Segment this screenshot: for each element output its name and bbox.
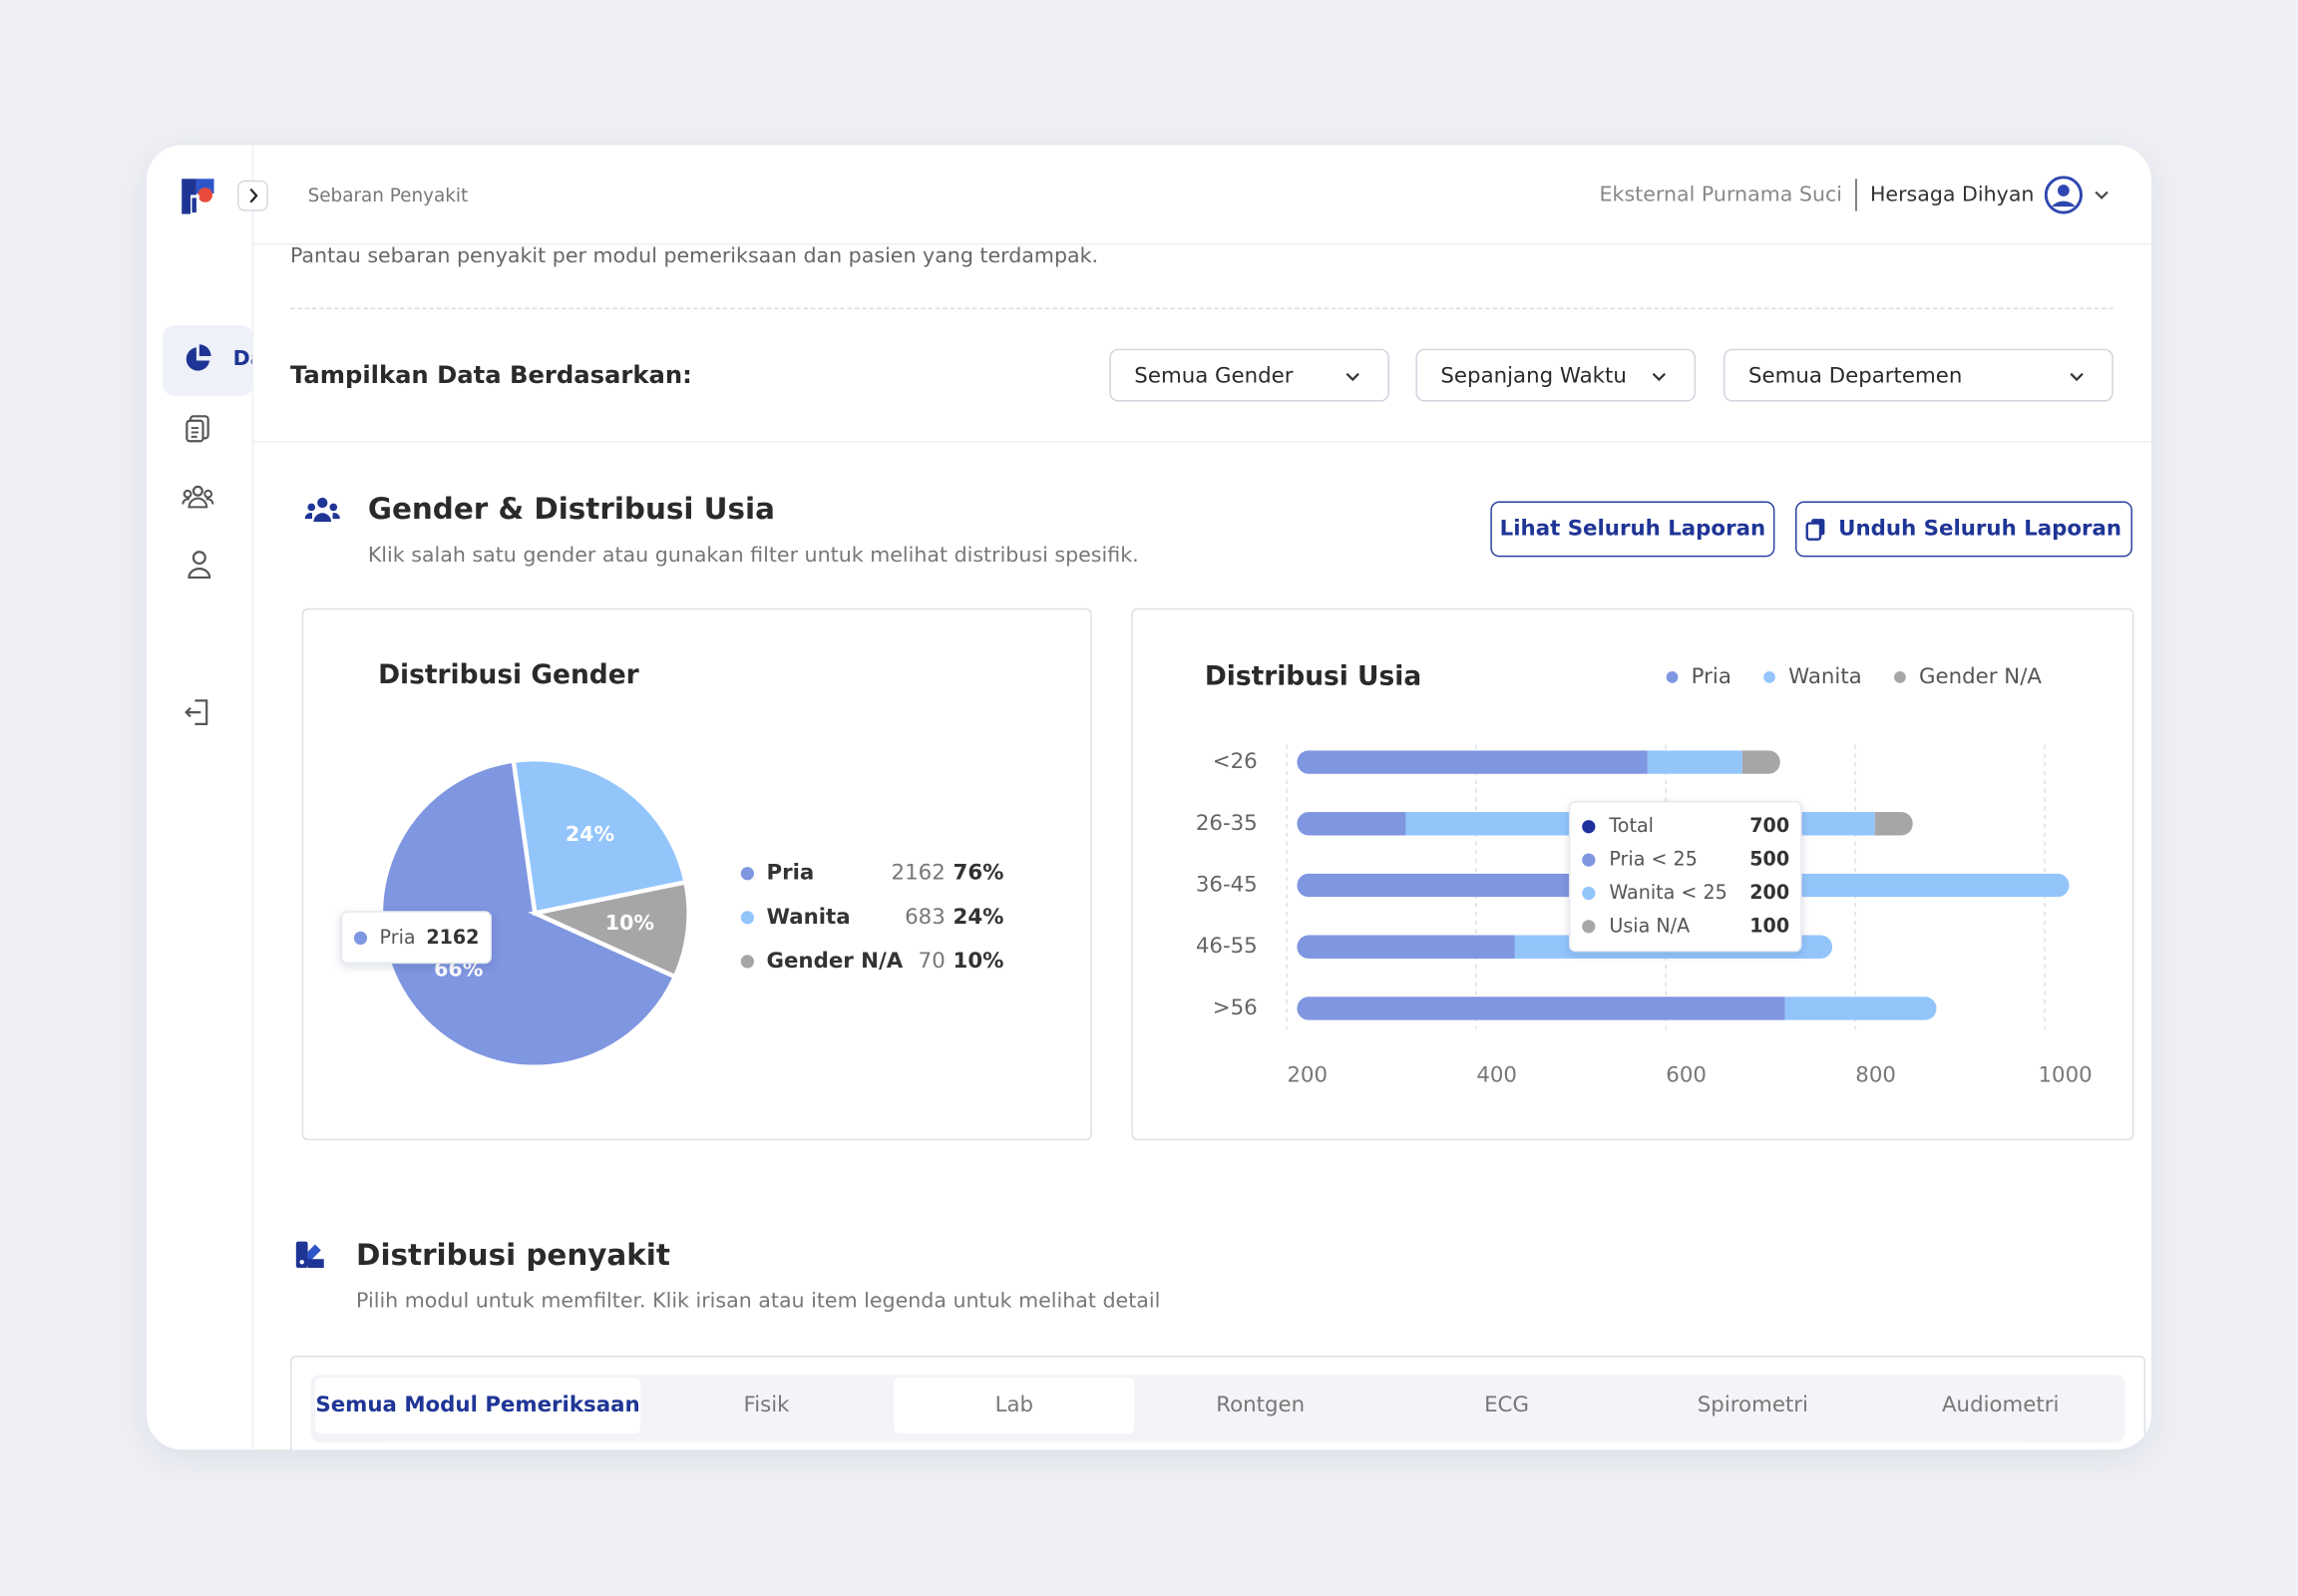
section-subtitle: Pilih modul untuk memfilter. Klik irisan… — [356, 1290, 1161, 1314]
filter-divider — [251, 441, 2152, 443]
tab[interactable]: Spirometri — [1630, 1378, 1876, 1433]
active-nav-item[interactable] — [163, 325, 252, 396]
sidebar-toggle[interactable] — [237, 180, 268, 211]
section-title: Gender & Distribusi Usia — [367, 491, 775, 527]
section-subtitle: Klik salah satu gender atau gunakan filt… — [367, 544, 1139, 568]
tab-label: ECG — [1484, 1394, 1529, 1417]
tab[interactable]: Semua Modul Pemeriksaan — [314, 1378, 641, 1434]
time-filter[interactable]: Sepanjang Waktu — [1415, 348, 1697, 402]
tab-label: Spirometri — [1697, 1394, 1808, 1417]
dotted-divider — [289, 307, 2113, 310]
tab-label: Rontgen — [1216, 1394, 1306, 1417]
user-avatar[interactable] — [2044, 176, 2117, 214]
filter-text: Semua Departemen — [1747, 364, 1963, 389]
gender-filter[interactable]: Semua Gender — [1109, 348, 1389, 402]
tab[interactable]: Lab — [894, 1378, 1135, 1434]
section-icon — [304, 497, 340, 523]
header-divider — [251, 242, 2152, 245]
dashboard-icon — [186, 344, 211, 371]
button-label: Unduh Seluruh Laporan — [1838, 517, 2122, 542]
disease-icon — [295, 1241, 324, 1269]
user-icon[interactable] — [187, 550, 212, 580]
gender-chart-panel — [301, 607, 1092, 1141]
user-name[interactable]: Hersaga Dihyan — [1869, 183, 2035, 207]
separator — [1855, 179, 1857, 211]
tab[interactable]: ECG — [1383, 1378, 1630, 1433]
view-report-button[interactable]: Lihat Seluruh Laporan — [1490, 501, 1775, 558]
section-title: Distribusi penyakit — [356, 1237, 670, 1273]
download-report-button[interactable]: Unduh Seluruh Laporan — [1794, 501, 2132, 558]
patients-icon[interactable] — [182, 484, 214, 510]
button-label: Lihat Seluruh Laporan — [1499, 517, 1766, 542]
age-chart-panel — [1131, 607, 2134, 1141]
sidebar: Da — [146, 145, 254, 1450]
app-window: Da Sebaran Penyakit Eksternal Purnama Su… — [146, 145, 2152, 1450]
filter-text: Sepanjang Waktu — [1440, 364, 1627, 389]
logout-icon[interactable] — [185, 697, 210, 726]
breadcrumb: Sebaran Penyakit — [307, 184, 469, 206]
tab[interactable]: Rontgen — [1137, 1378, 1383, 1433]
tab[interactable]: Fisik — [643, 1378, 890, 1433]
tab-label: Audiometri — [1941, 1394, 2060, 1417]
tab-label: Fisik — [743, 1394, 790, 1417]
page-description: Pantau sebaran penyakit per modul pemeri… — [289, 244, 1099, 268]
tab[interactable]: Audiometri — [1877, 1378, 2123, 1433]
filter-label: Tampilkan Data Berdasarkan: — [289, 361, 692, 390]
nav-label: Da — [232, 347, 252, 371]
tab-label: Lab — [994, 1394, 1034, 1417]
report-icon[interactable] — [185, 413, 210, 443]
filter-text: Semua Gender — [1134, 364, 1294, 389]
logo — [182, 179, 214, 215]
organization: Eksternal Purnama Suci — [1599, 183, 1843, 207]
tab-label: Semua Modul Pemeriksaan — [315, 1394, 640, 1417]
department-filter[interactable]: Semua Departemen — [1723, 348, 2113, 402]
